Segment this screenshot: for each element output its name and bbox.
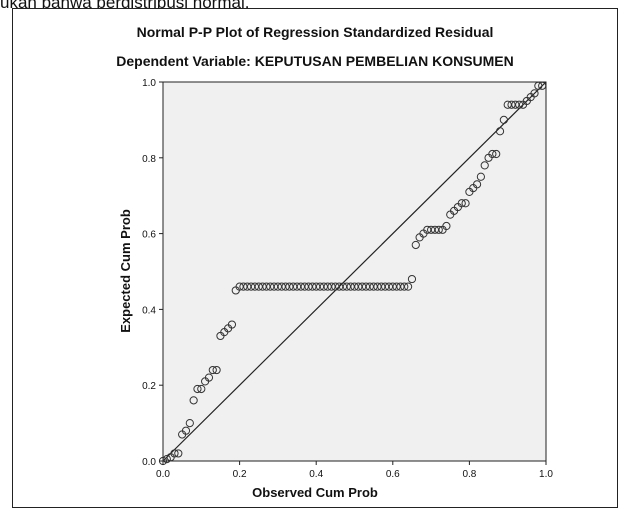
data-point [404, 282, 413, 291]
data-point [538, 81, 547, 90]
x-tick-label: 0.4 [309, 469, 323, 480]
data-point [495, 127, 505, 136]
data-point [181, 426, 191, 435]
data-point [492, 149, 501, 159]
data-point [442, 221, 451, 231]
x-axis: 0.0 0.2 0.4 0.6 0.8 1.0 [156, 461, 553, 480]
data-point [457, 199, 466, 208]
y-tick-label: 0.6 [142, 230, 156, 241]
data-point [530, 89, 539, 98]
reference-line-group [162, 81, 547, 462]
data-point [227, 320, 237, 329]
data-point [472, 180, 482, 189]
data-point [185, 419, 194, 428]
y-tick-label: 1.0 [142, 78, 156, 89]
chart-title: Normal P-P Plot of Regression Standardiz… [137, 24, 494, 40]
data-point [476, 172, 485, 181]
x-tick-label: 1.0 [539, 469, 553, 480]
y-axis: 0.0 0.2 0.4 0.6 0.8 1.0 [142, 78, 163, 468]
data-point [515, 100, 524, 109]
x-tick-label: 0.2 [233, 469, 247, 480]
data-point [162, 455, 171, 464]
data-point [197, 384, 206, 394]
data-point [212, 365, 221, 375]
data-point [400, 282, 409, 291]
y-tick-label: 0.2 [142, 381, 156, 392]
data-point [193, 384, 202, 394]
y-tick-label: 0.0 [142, 457, 156, 468]
data-points [158, 81, 547, 466]
data-point [499, 115, 508, 125]
data-point [488, 149, 497, 159]
data-point [208, 365, 217, 375]
data-point [170, 449, 179, 458]
x-tick-label: 0.6 [386, 469, 400, 480]
x-tick-label: 0.0 [156, 469, 170, 480]
data-point [174, 449, 183, 458]
y-tick-label: 0.8 [142, 154, 156, 165]
data-point [189, 396, 198, 405]
data-point [204, 373, 214, 382]
x-tick-label: 0.8 [462, 469, 476, 480]
chart-subtitle: Dependent Variable: KEPUTUSAN PEMBELIAN … [116, 53, 514, 69]
data-point [461, 199, 470, 208]
chart-frame: Normal P-P Plot of Regression Standardiz… [12, 8, 618, 508]
data-point [411, 240, 420, 250]
data-point [534, 81, 543, 90]
pp-plot-chart: Normal P-P Plot of Regression Standardiz… [116, 24, 553, 500]
data-point [434, 225, 443, 234]
x-axis-label: Observed Cum Prob [252, 485, 378, 500]
reference-diagonal-line [162, 81, 547, 462]
data-point [480, 161, 489, 170]
y-axis-label: Expected Cum Prob [118, 209, 133, 333]
data-point [407, 274, 417, 284]
y-tick-label: 0.4 [142, 305, 156, 316]
